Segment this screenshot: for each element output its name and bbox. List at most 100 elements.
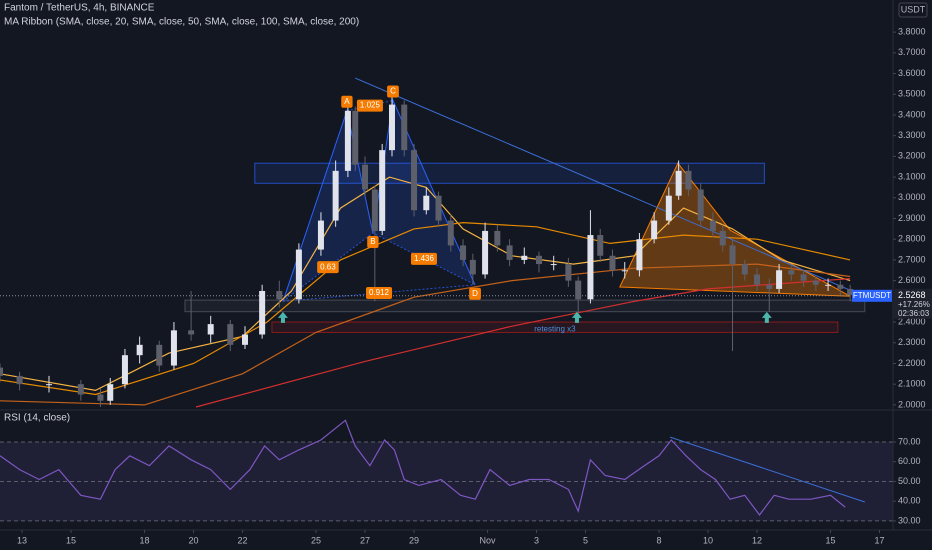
y-tick-label: 3.2000 [898,151,926,161]
y-tick-label: 40.00 [898,496,921,506]
candle-body [697,189,704,221]
ma-line [0,263,851,406]
x-tick-label: 12 [752,535,762,545]
candle-body [332,170,339,221]
candle-body [535,255,542,265]
candle-body [352,110,359,165]
signal-arrow [571,311,582,323]
candle-body [482,230,489,275]
candle-body [107,384,114,401]
x-tick-label: 13 [17,535,27,545]
candle-body [362,164,369,190]
unit-label[interactable]: USDT [901,4,926,14]
candle-body [685,170,692,190]
x-tick-label: 27 [360,535,370,545]
candle-body [754,274,761,285]
candle-body [469,259,476,275]
x-tick-label: 10 [703,535,713,545]
candle-body [729,245,736,265]
candle-body [188,330,195,335]
zone [271,321,839,333]
candle-body [565,264,572,281]
y-tick-label: 2.3000 [898,337,926,347]
candle-body [741,264,748,275]
y-tick-label: 2.0000 [898,399,926,409]
candle-body [776,270,783,289]
candle-body [170,330,177,366]
zone [184,299,866,313]
y-tick-label: 2.2000 [898,358,926,368]
pattern-point-label-box [341,95,353,108]
pattern-point-label: C [390,87,396,96]
ratio-label-box [365,287,393,300]
last-price-label: 2.5268 [898,290,926,300]
x-tick-label: 29 [409,535,419,545]
y-tick-label: 2.9000 [898,213,926,223]
y-tick-label: 3.5000 [898,89,926,99]
symbol-box [852,289,892,302]
candle-body [276,290,283,300]
indicator-title: MA Ribbon (SMA, close, 20, SMA, close, 5… [4,17,359,28]
candle-body [435,195,442,221]
candle-body [227,324,234,345]
x-tick-label: 15 [66,535,76,545]
triangle-pattern [619,162,851,297]
x-tick-label: 17 [875,535,885,545]
candle-body [825,284,832,286]
unit-box [898,2,928,18]
candle-body [344,110,351,171]
change-label: +17.26% [898,300,930,309]
zone-label: retesting x3 [534,324,576,333]
x-tick-label: 8 [657,535,662,545]
chart-title: Fantom / TetherUS, 4h, BINANCE [4,3,155,14]
y-tick-label: 2.7000 [898,254,926,264]
ratio-label-box [410,252,437,265]
candle-body [766,284,773,289]
y-tick-label: 3.8000 [898,26,926,36]
ratio-label: 1.436 [414,254,435,263]
candle-body [16,375,23,385]
candle-body [800,274,807,281]
price-box [893,288,932,319]
candle-body [207,324,214,335]
y-tick-label: 2.6000 [898,275,926,285]
candle-body [401,104,408,151]
candle-body [609,255,616,271]
x-tick-label: Nov [480,535,497,545]
ratio-label: 0.63 [320,262,336,271]
x-tick-label: 25 [311,535,321,545]
candle-body [388,104,395,151]
y-tick-label: 3.0000 [898,192,926,202]
x-tick-label: 22 [238,535,248,545]
rsi-title: RSI (14, close) [4,413,70,424]
candle-body [597,235,604,256]
candle-body [77,384,84,395]
pattern-point-label-box [367,235,379,248]
x-tick-label: 20 [189,535,199,545]
candle-body [447,220,454,246]
symbol-label: FTMUSDT [853,291,891,300]
pattern-point-label: B [370,237,375,246]
candle-body [259,290,266,335]
candle-body [847,288,854,296]
candle-body [621,270,628,272]
candle-body [241,334,248,345]
candle-body [423,195,430,211]
candle-body [411,150,418,211]
candle-body [379,150,386,231]
rsi-trendline [669,436,865,503]
candle-body [675,170,682,196]
x-tick-label: 5 [583,535,588,545]
pattern-point-label: A [344,97,350,106]
y-tick-label: 3.3000 [898,130,926,140]
pattern-point-label: D [472,289,478,298]
candle-body [317,220,324,250]
ratio-label: 1.025 [360,101,381,110]
pattern-point-label-box [387,85,399,98]
candle-body [709,220,716,231]
candle-body [45,384,52,386]
candle-body [651,220,658,240]
y-tick-label: 3.1000 [898,171,926,181]
candle-body [494,230,501,246]
